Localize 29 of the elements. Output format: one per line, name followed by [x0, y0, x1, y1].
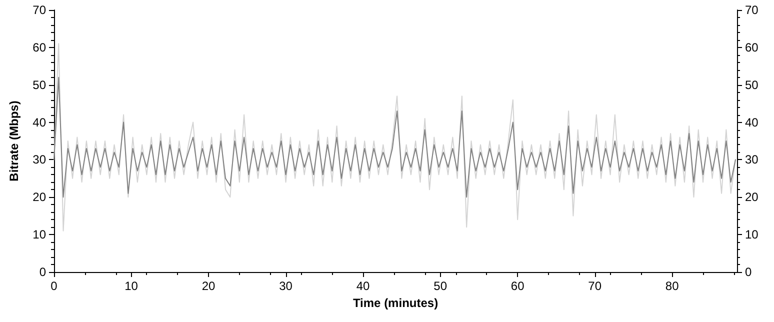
x-tick-label: 70 [588, 279, 602, 293]
y-tick-label: 40 [32, 115, 46, 130]
x-tick-label: 50 [434, 279, 448, 293]
x-tick-label: 60 [510, 279, 525, 293]
x-tick-label: 30 [279, 279, 293, 293]
y-tick-label: 20 [32, 190, 46, 204]
y-tick-label: 0 [39, 265, 46, 279]
y2-tick-label: 30 [745, 152, 759, 167]
y-tick-label: 50 [32, 78, 46, 92]
x-tick-label: 0 [50, 279, 58, 293]
x-tick-label: 10 [124, 279, 138, 293]
y2-tick-label: 50 [745, 78, 759, 92]
x-tick-label: 80 [665, 279, 680, 293]
x-tick-label: 20 [202, 279, 216, 293]
y2-tick-label: 20 [745, 190, 759, 204]
y-tick-label: 10 [32, 228, 46, 242]
y2-tick-label: 40 [745, 115, 759, 130]
y2-tick-label: 0 [745, 265, 752, 279]
y-tick-label: 70 [32, 3, 46, 17]
x-axis-title: Time (minutes) [352, 296, 438, 310]
line-series [54, 43, 736, 232]
y2-tick-label: 10 [745, 228, 759, 242]
y-tick-label: 60 [32, 40, 46, 54]
line-series [54, 76, 736, 198]
y2-tick-label: 60 [745, 40, 759, 54]
y-tick-label: 30 [32, 152, 46, 167]
y-axis-title: Bitrate (Mbps) [7, 100, 21, 182]
x-tick-label: 40 [356, 279, 370, 293]
y2-tick-label: 70 [745, 3, 759, 17]
